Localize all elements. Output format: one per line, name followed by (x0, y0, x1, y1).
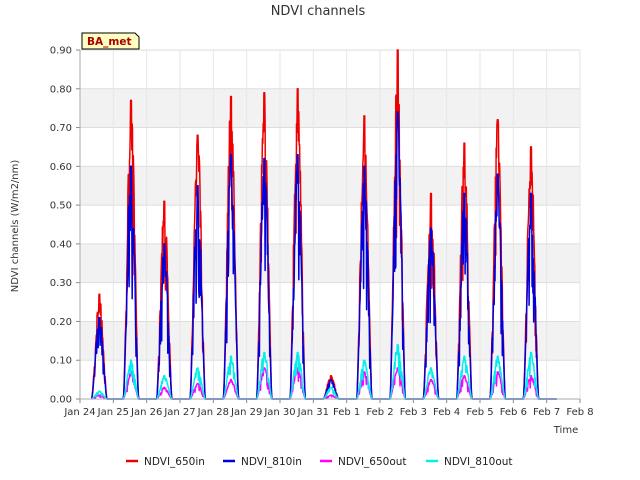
x-tick-label: Feb 6 (500, 407, 527, 418)
y-tick-label: 0.10 (50, 356, 72, 367)
legend-label: NDVI_650out (338, 456, 407, 468)
x-axis-label: Time (553, 425, 578, 436)
x-tick-label: Feb 5 (466, 407, 493, 418)
plot-band (80, 243, 580, 283)
y-tick-label: 0.20 (50, 317, 72, 328)
x-tick-label: Jan 27 (163, 407, 195, 418)
x-tick-label: Jan 26 (130, 407, 162, 418)
x-tick-label: Feb 4 (433, 407, 460, 418)
plot-band (80, 166, 580, 206)
y-tick-label: 0.40 (50, 239, 72, 250)
legend-label: NDVI_810in (241, 456, 302, 468)
x-tick-label: Feb 8 (566, 407, 593, 418)
x-tick-label: Jan 25 (97, 407, 129, 418)
chart-title: NDVI channels (271, 4, 366, 19)
x-tick-label: Feb 7 (533, 407, 560, 418)
x-tick-label: Feb 1 (333, 407, 360, 418)
x-tick-label: Jan 29 (230, 407, 262, 418)
y-tick-label: 0.00 (50, 395, 72, 406)
plot-area (80, 50, 580, 399)
badge-label: BA_met (87, 36, 131, 48)
x-tick-label: Jan 30 (263, 407, 295, 418)
badge-box (81, 32, 140, 50)
y-tick-label: 0.80 (50, 84, 72, 95)
plot-band (80, 88, 580, 128)
x-tick-label: Feb 2 (366, 407, 393, 418)
x-tick-label: Jan 24 (63, 407, 95, 418)
x-tick-label: Jan 28 (197, 407, 229, 418)
x-tick-label: Feb 3 (400, 407, 427, 418)
y-tick-label: 0.70 (50, 123, 72, 134)
site-badge: BA_met (81, 32, 140, 50)
y-tick-label: 0.60 (50, 162, 72, 173)
plot-band (80, 321, 580, 361)
x-tick-label: Jan 31 (297, 407, 329, 418)
y-tick-label: 0.30 (50, 278, 72, 289)
legend: NDVI_650in NDVI_810in NDVI_650out NDVI_810o… (126, 456, 513, 468)
legend-label: NDVI_650in (144, 456, 205, 468)
legend-label: NDVI_810out (444, 456, 513, 468)
y-tick-label: 0.90 (50, 46, 72, 57)
y-tick-label: 0.50 (50, 201, 72, 212)
axes: 0.00 0.10 0.20 0.30 0.40 0.50 0.60 0.70 0.80 0.90… (50, 46, 594, 419)
y-axis-label: NDVI channels (W/m2/nm) (10, 160, 21, 293)
